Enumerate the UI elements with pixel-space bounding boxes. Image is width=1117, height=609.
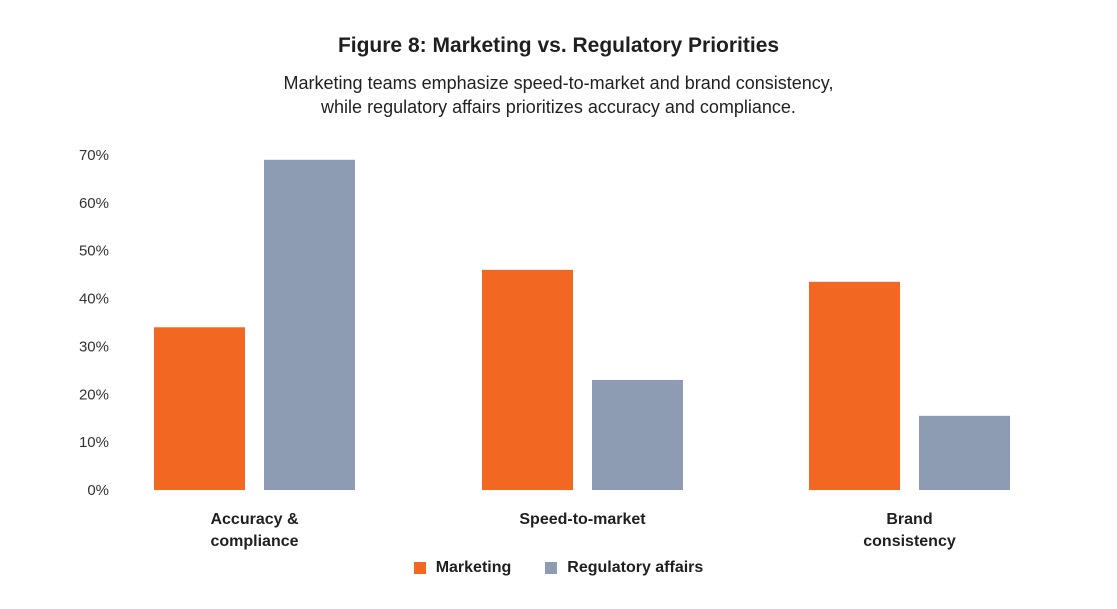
x-category-label-line: consistency xyxy=(863,533,956,550)
legend-item-regulatory-affairs: Regulatory affairs xyxy=(545,559,703,577)
x-category-label: Speed-to-market xyxy=(519,511,646,528)
x-category-label-line: Accuracy & xyxy=(210,511,298,528)
subtitle-line-1: Marketing teams emphasize speed-to-marke… xyxy=(283,73,834,93)
legend-item-marketing: Marketing xyxy=(413,559,512,577)
y-tick-label: 10% xyxy=(79,434,109,451)
x-category-label-line: Brand xyxy=(886,511,932,528)
chart-subtitle: Marketing teams emphasize speed-to-marke… xyxy=(0,71,1117,119)
bar-marketing-3 xyxy=(809,281,900,490)
x-category-label-line: Speed-to-market xyxy=(519,511,646,528)
bars xyxy=(154,159,1010,491)
legend: Marketing Regulatory affairs xyxy=(0,559,1117,577)
y-tick-label: 40% xyxy=(79,291,109,308)
y-tick-label: 70% xyxy=(79,147,109,164)
legend-label-regulatory-affairs: Regulatory affairs xyxy=(567,559,704,576)
bar-regulatory-affairs-2 xyxy=(592,379,683,490)
chart-title: Figure 8: Marketing vs. Regulatory Prior… xyxy=(337,34,780,57)
x-category-label: Brand consistency xyxy=(863,511,956,550)
bar-regulatory-affairs-1 xyxy=(264,159,355,491)
bar-marketing-1 xyxy=(154,327,245,490)
y-axis: 0% 10% 20% 30% 40% 50% 60% 70% xyxy=(79,147,109,499)
y-tick-label: 60% xyxy=(79,195,109,212)
legend-swatch-regulatory-affairs xyxy=(545,562,558,574)
y-tick-label: 30% xyxy=(79,338,109,355)
subtitle-line-2: while regulatory affairs prioritizes acc… xyxy=(321,97,796,117)
y-tick-label: 20% xyxy=(79,386,109,403)
x-category-label: Accuracy & compliance xyxy=(210,511,298,550)
x-axis: Accuracy & compliance Speed-to-market Brand… xyxy=(210,511,955,550)
bar-marketing-2 xyxy=(482,269,573,490)
legend-swatch-marketing xyxy=(413,562,426,574)
x-category-label-line: compliance xyxy=(210,533,298,550)
bar-regulatory-affairs-3 xyxy=(919,415,1010,490)
y-tick-label: 50% xyxy=(79,243,109,260)
legend-label-marketing: Marketing xyxy=(435,559,512,576)
y-tick-label: 0% xyxy=(87,482,109,499)
